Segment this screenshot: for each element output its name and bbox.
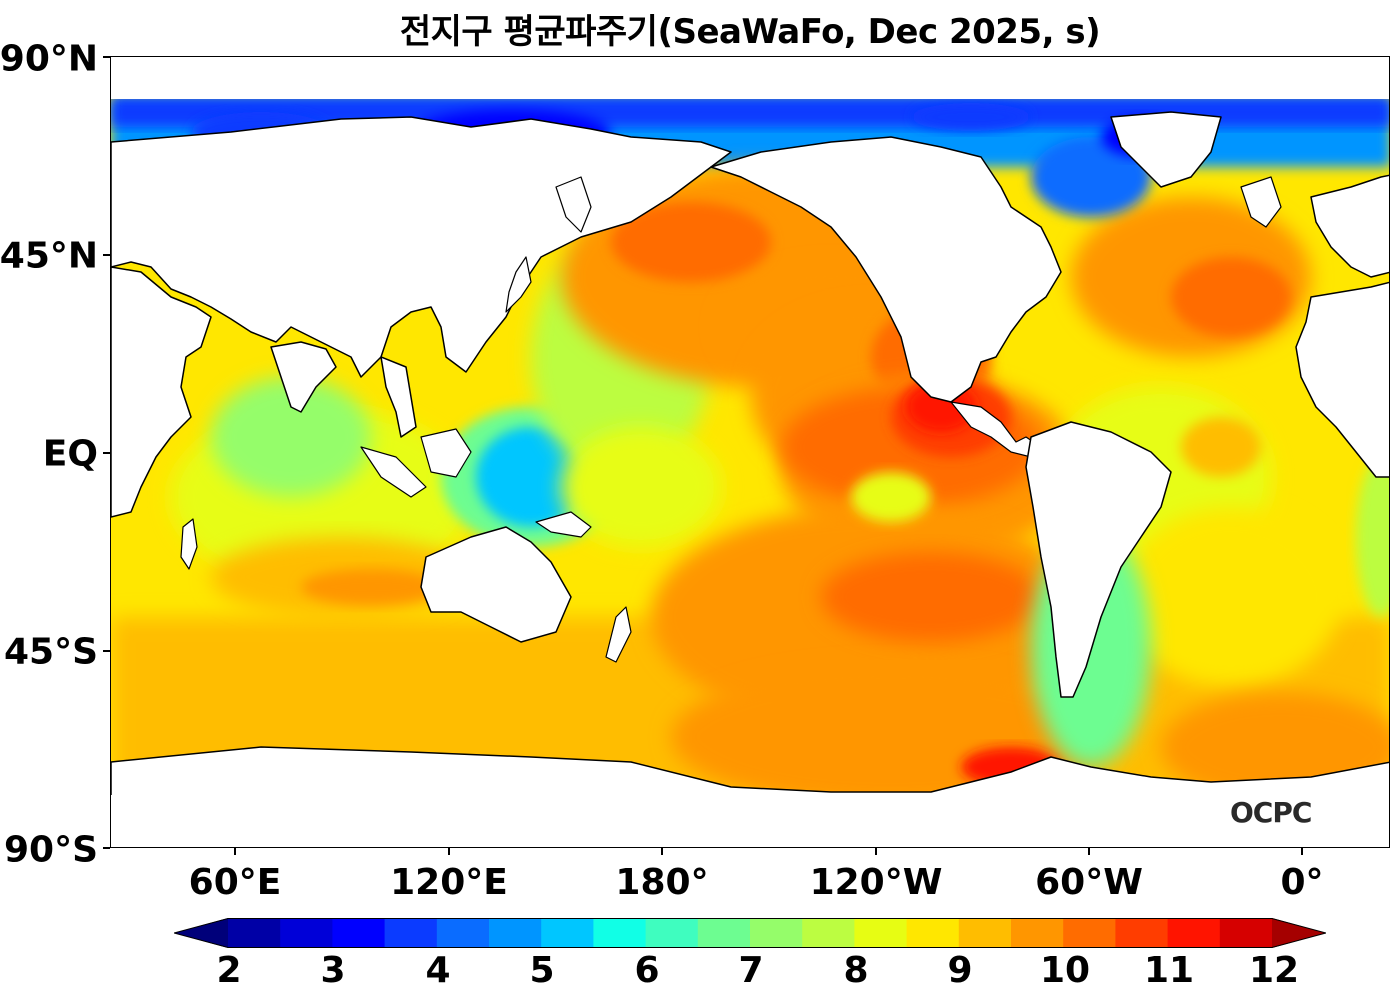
lon-tick bbox=[1088, 848, 1090, 855]
land-new-guinea bbox=[535, 511, 592, 538]
colorbar-bin bbox=[1115, 918, 1169, 948]
colorbar-bin bbox=[384, 918, 438, 948]
lon-label-60e: 60°E bbox=[188, 862, 282, 903]
no-data-regions bbox=[111, 57, 1389, 847]
colorbar-under-arrow bbox=[174, 918, 228, 948]
wave-period-contour bbox=[611, 202, 771, 282]
land-borneo bbox=[420, 428, 472, 478]
lon-label-120w: 120°W bbox=[809, 862, 943, 903]
colorbar-label: 8 bbox=[843, 950, 869, 991]
colorbar-bin bbox=[1011, 918, 1064, 948]
lat-tick bbox=[103, 452, 110, 454]
land-new-zealand bbox=[605, 606, 632, 663]
no-data-north bbox=[111, 57, 1389, 99]
colorbar-bin bbox=[697, 918, 751, 948]
lon-tick bbox=[1301, 848, 1303, 855]
wave-period-contour bbox=[561, 427, 721, 547]
lat-tick bbox=[103, 847, 110, 849]
colorbar-bin bbox=[1167, 918, 1221, 948]
colorbar-label: 11 bbox=[1143, 950, 1195, 991]
lat-label-eq: EQ bbox=[42, 433, 98, 475]
colorbar-bin bbox=[436, 918, 490, 948]
lon-label-180: 180° bbox=[615, 862, 709, 903]
wave-period-contour bbox=[851, 472, 931, 522]
wave-period-contour bbox=[1171, 257, 1291, 337]
land-sumatra bbox=[360, 446, 427, 498]
land-africa-west bbox=[1295, 281, 1389, 478]
lon-tick bbox=[661, 848, 663, 855]
wave-period-contour bbox=[821, 552, 1041, 642]
colorbar-label: 5 bbox=[529, 950, 555, 991]
colorbar-bin bbox=[228, 918, 281, 948]
lat-label-45n: 45°N bbox=[0, 235, 98, 277]
colorbar-outline bbox=[174, 918, 1326, 948]
no-data-south bbox=[111, 795, 1389, 847]
colorbar-label: 3 bbox=[320, 950, 346, 991]
colorbar-bin bbox=[1219, 918, 1273, 948]
colorbar-bin bbox=[750, 918, 803, 948]
colorbar-bin bbox=[802, 918, 855, 948]
ocpc-logo: OCPC bbox=[1230, 796, 1312, 829]
wave-period-contour bbox=[1121, 507, 1341, 687]
lat-label-90n: 90°N bbox=[0, 38, 98, 80]
wave-period-contour bbox=[1356, 457, 1389, 617]
lon-label-60w: 60°W bbox=[1035, 862, 1143, 903]
colorbar-over-arrow bbox=[1272, 918, 1326, 948]
land-indochina bbox=[380, 356, 417, 438]
colorbar-label: 7 bbox=[738, 950, 764, 991]
lon-tick bbox=[234, 848, 236, 855]
land-south-america bbox=[1025, 421, 1172, 698]
wave-period-contour bbox=[211, 377, 371, 497]
colorbar-bin bbox=[593, 918, 647, 948]
colorbar-bin bbox=[854, 918, 908, 948]
land-arabia-africa-east bbox=[111, 266, 212, 518]
land-europe bbox=[1310, 174, 1389, 278]
colorbar-label: 12 bbox=[1248, 950, 1300, 991]
lon-label-120e: 120°E bbox=[390, 862, 508, 903]
lon-label-0: 0° bbox=[1280, 862, 1324, 903]
colorbar-label: 9 bbox=[947, 950, 973, 991]
colorbar bbox=[174, 918, 1326, 948]
colorbar-bin bbox=[280, 918, 333, 948]
wave-period-contour bbox=[476, 427, 586, 527]
map-title: 전지구 평균파주기(SeaWaFo, Dec 2025, s) bbox=[399, 12, 1101, 52]
lon-tick bbox=[448, 848, 450, 855]
wave-period-field bbox=[111, 57, 1389, 847]
colorbar-bin bbox=[332, 918, 386, 948]
colorbar-bin bbox=[958, 918, 1012, 948]
land-madagascar bbox=[180, 518, 198, 570]
colorbar-bin bbox=[541, 918, 594, 948]
colorbar-bin bbox=[645, 918, 699, 948]
land-japan bbox=[505, 256, 532, 313]
colorbar-bin bbox=[489, 918, 542, 948]
land-australia bbox=[420, 526, 572, 643]
colorbar-label: 4 bbox=[425, 950, 451, 991]
lon-tick bbox=[875, 848, 877, 855]
wave-period-contour bbox=[1031, 137, 1151, 217]
land-india bbox=[270, 341, 337, 413]
colorbar-label: 6 bbox=[634, 950, 660, 991]
land-greenland bbox=[1110, 111, 1222, 188]
colorbar-bin bbox=[906, 918, 960, 948]
lat-label-90s: 90°S bbox=[3, 829, 98, 871]
land-british-isles bbox=[1240, 176, 1282, 228]
colorbar-label: 10 bbox=[1039, 950, 1091, 991]
colorbar-label: 2 bbox=[216, 950, 242, 991]
wave-period-contour bbox=[1181, 417, 1261, 477]
wave-period-contour bbox=[301, 569, 441, 605]
map-plot-area bbox=[110, 56, 1390, 848]
lat-tick bbox=[103, 56, 110, 58]
lat-tick bbox=[103, 650, 110, 652]
land-north-america bbox=[710, 136, 1062, 403]
lat-label-45s: 45°S bbox=[3, 631, 98, 673]
wave-period-contour bbox=[911, 103, 1031, 131]
lat-tick bbox=[103, 254, 110, 256]
colorbar-bin bbox=[1063, 918, 1116, 948]
land-kamchatka bbox=[555, 176, 592, 233]
